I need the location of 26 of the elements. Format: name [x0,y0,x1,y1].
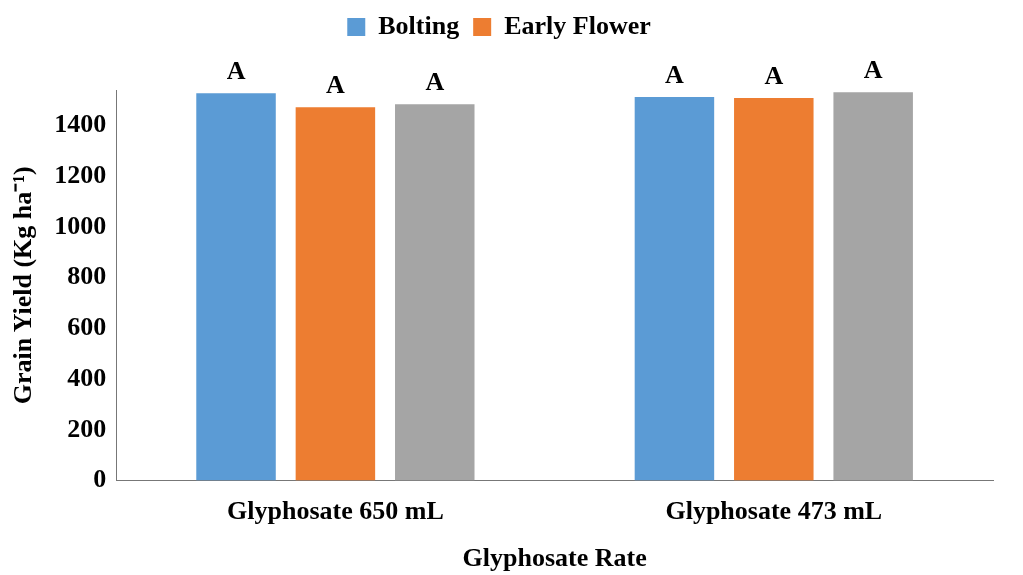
data-label: A [665,59,685,89]
x-tick-label: Glyphosate 473 mL [665,495,883,525]
legend-label: Early Flower [504,10,651,40]
data-label: A [326,69,346,99]
y-tick-label: 800 [67,261,107,291]
y-axis-title: Grain Yield (Kg ha⁻¹) [8,166,38,405]
bar [196,93,276,481]
data-label: A [863,55,883,84]
y-tick-label: 400 [67,362,107,392]
x-axis-title: Glyphosate Rate [462,543,647,573]
bar [395,104,475,481]
y-tick-label: 600 [67,312,107,342]
data-label: A [226,56,246,86]
bar [634,97,715,481]
y-tick-label: 1200 [54,159,107,189]
bar [295,107,376,481]
y-tick-label: 200 [67,413,107,443]
bar [734,98,814,481]
data-label: A [425,66,445,96]
x-tick-label: Glyphosate 650 mL [227,495,444,525]
legend-label: Bolting [378,10,460,40]
bar [833,92,913,481]
y-tick-label: 1000 [54,210,107,240]
data-label: A [764,60,784,90]
y-tick-label: 1400 [54,109,107,139]
y-tick-label: 0 [93,464,107,494]
